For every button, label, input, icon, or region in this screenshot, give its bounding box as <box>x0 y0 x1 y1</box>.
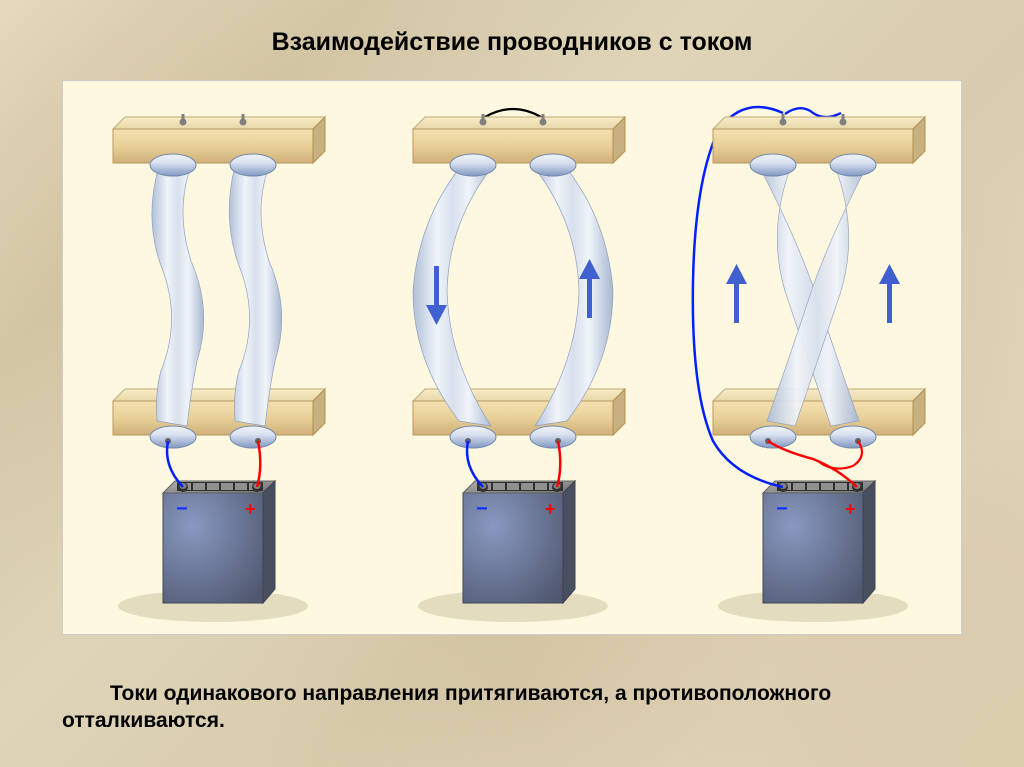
caption-text: Токи одинакового направления притягивают… <box>62 680 962 735</box>
diagram-panel: − + <box>62 80 962 635</box>
top-connector-wire <box>485 109 541 117</box>
svg-text:+: + <box>545 499 556 519</box>
svg-text:+: + <box>845 499 856 519</box>
page-title: Взаимодействие проводников с током <box>0 28 1024 57</box>
svg-text:−: − <box>776 498 788 520</box>
bottom-bar <box>113 389 325 448</box>
top-connector-wire <box>785 108 841 117</box>
foil-right <box>229 166 282 426</box>
top-bar <box>113 114 325 176</box>
arrow-up-left <box>726 264 747 323</box>
foil-left <box>152 166 204 426</box>
svg-text:−: − <box>476 498 488 520</box>
battery: − + <box>763 481 875 603</box>
battery: − + <box>463 481 575 603</box>
experiment-2: − + <box>413 109 625 622</box>
svg-text:−: − <box>176 498 188 520</box>
diagram-svg: − + <box>63 81 963 636</box>
experiment-3: − + <box>693 107 925 622</box>
wire-red <box>768 441 857 487</box>
foil-left <box>413 166 493 426</box>
experiment-1: − + <box>113 114 325 622</box>
arrow-up-right <box>879 264 900 323</box>
foil-right <box>767 166 867 426</box>
svg-text:+: + <box>245 499 256 519</box>
top-bar <box>713 108 925 176</box>
bottom-bar <box>713 389 925 448</box>
battery: − + <box>163 481 275 603</box>
top-bar <box>413 109 625 176</box>
foil-left <box>759 166 859 426</box>
foil-right <box>533 166 613 426</box>
